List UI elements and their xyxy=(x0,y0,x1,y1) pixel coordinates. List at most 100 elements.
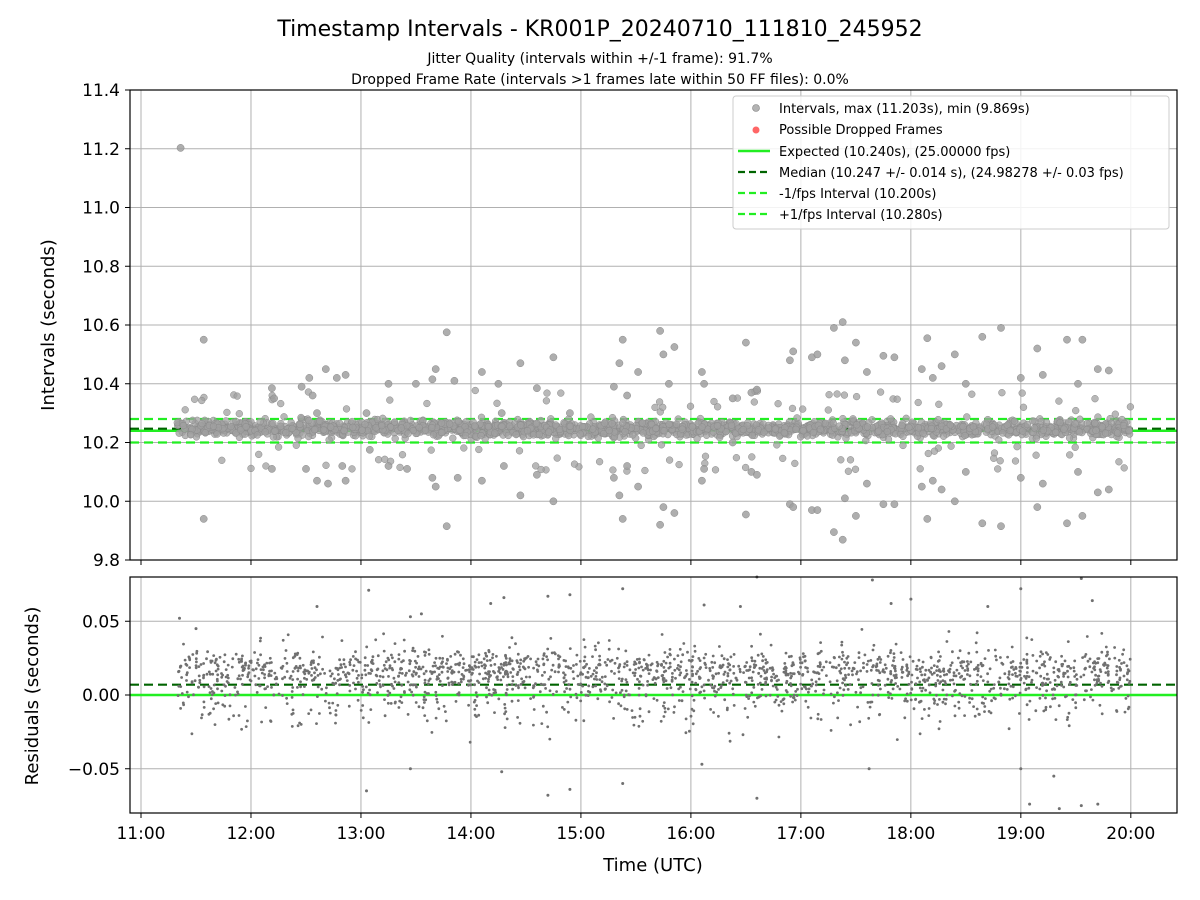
residual-point xyxy=(487,688,491,692)
residual-point xyxy=(673,705,676,709)
residual-point xyxy=(662,715,666,718)
residual-point xyxy=(453,652,457,656)
residual-point xyxy=(423,714,427,717)
residual-point xyxy=(905,699,909,703)
residual-point xyxy=(611,688,615,692)
residual-point xyxy=(975,667,978,670)
residual-point xyxy=(1011,685,1015,689)
residual-point xyxy=(263,673,266,676)
bottom-y-tick-label: 0.05 xyxy=(82,612,120,632)
interval-point xyxy=(305,416,313,425)
residual-point xyxy=(247,666,251,670)
residual-point xyxy=(313,671,316,675)
residual-point xyxy=(958,692,962,696)
interval-point xyxy=(998,389,1006,397)
interval-point xyxy=(939,432,948,440)
residual-point xyxy=(704,663,707,666)
residual-point xyxy=(862,666,865,669)
residual-point xyxy=(339,663,343,667)
residual-point xyxy=(536,668,539,672)
residual-point xyxy=(920,673,924,677)
residual-point xyxy=(1045,689,1048,693)
residual-point xyxy=(1043,660,1046,664)
residual-point xyxy=(381,684,385,687)
residual-point xyxy=(549,637,553,640)
interval-point xyxy=(935,400,943,408)
residual-point xyxy=(459,653,462,657)
residual-point xyxy=(992,686,996,690)
residual-point xyxy=(459,677,463,681)
residual-point xyxy=(710,660,714,664)
residual-point xyxy=(1060,663,1064,666)
interval-outlier-point xyxy=(384,379,393,388)
residual-point xyxy=(610,658,614,662)
residual-point xyxy=(916,676,919,680)
residual-point xyxy=(912,707,916,711)
residual-point xyxy=(624,649,628,653)
residual-point xyxy=(868,705,872,709)
residual-point xyxy=(979,662,983,666)
residual-point xyxy=(534,682,537,686)
residual-point xyxy=(722,673,726,676)
interval-point xyxy=(698,423,706,431)
interval-point xyxy=(523,427,532,435)
residual-point xyxy=(829,692,833,696)
residual-point xyxy=(262,668,265,672)
residual-point xyxy=(469,683,473,687)
residual-point xyxy=(473,707,477,711)
residual-point xyxy=(393,701,397,705)
interval-point xyxy=(232,417,240,426)
interval-point xyxy=(883,427,891,436)
residual-point xyxy=(1052,666,1056,670)
residual-point xyxy=(582,719,586,723)
residual-point xyxy=(239,677,242,681)
interval-outlier-point xyxy=(1063,335,1071,344)
residual-point xyxy=(243,667,246,670)
residual-point xyxy=(841,650,844,654)
residual-point xyxy=(910,687,914,691)
residual-point xyxy=(195,649,199,653)
residual-point xyxy=(1057,704,1061,708)
residual-point xyxy=(551,692,555,696)
interval-point xyxy=(175,429,183,437)
residual-point xyxy=(537,664,541,668)
residual-point xyxy=(269,674,273,677)
residual-point xyxy=(253,651,256,654)
interval-outlier-point xyxy=(549,497,558,506)
interval-point xyxy=(600,429,608,438)
residual-point xyxy=(613,661,617,665)
residual-point xyxy=(1012,668,1016,671)
residual-point xyxy=(876,657,880,661)
residual-point xyxy=(789,682,792,685)
residual-point xyxy=(1019,661,1023,665)
residual-point xyxy=(959,664,963,668)
residual-point xyxy=(748,668,751,672)
residual-point xyxy=(386,694,390,697)
residual-point xyxy=(1044,651,1048,654)
residual-point xyxy=(792,693,796,697)
residual-point xyxy=(224,668,228,671)
residual-point xyxy=(721,681,725,685)
residual-point xyxy=(900,676,904,679)
residual-point xyxy=(928,691,932,695)
residual-point xyxy=(213,723,217,726)
residual-point xyxy=(488,675,491,679)
residual-point xyxy=(510,659,514,663)
residual-point xyxy=(437,707,441,711)
residual-point xyxy=(903,716,907,720)
residual-point xyxy=(290,690,294,693)
residual-point xyxy=(641,719,645,723)
residual-point xyxy=(1044,682,1048,685)
residual-point xyxy=(818,665,822,669)
residual-point xyxy=(806,705,810,709)
residual-point xyxy=(381,675,385,679)
residual-point xyxy=(315,722,318,725)
residual-point xyxy=(194,664,198,667)
residual-outlier-point xyxy=(500,770,504,774)
residual-point xyxy=(378,674,382,678)
residual-point xyxy=(436,700,439,704)
residual-point xyxy=(605,684,609,688)
residual-point xyxy=(182,703,186,707)
bottom-y-axis-label: Residuals (seconds) xyxy=(22,607,43,786)
